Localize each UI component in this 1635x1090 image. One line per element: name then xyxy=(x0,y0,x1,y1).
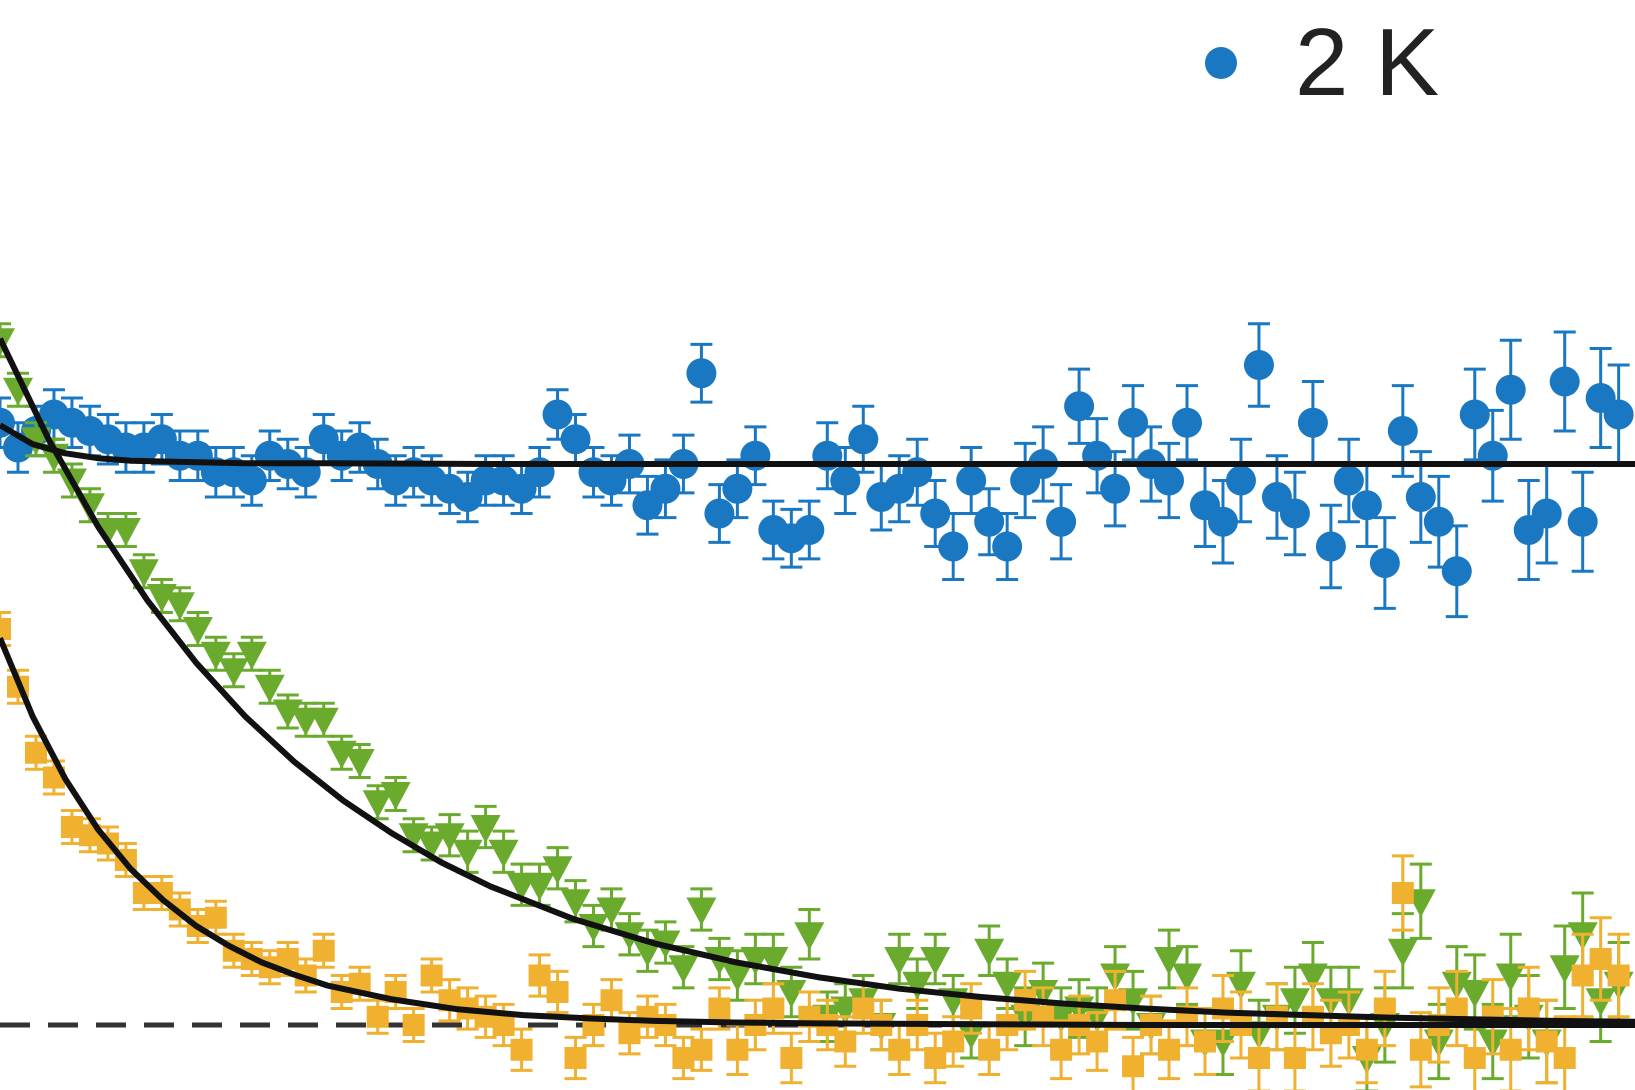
data-point xyxy=(992,512,1023,581)
data-point xyxy=(0,611,11,647)
data-point xyxy=(488,829,519,874)
data-point xyxy=(1513,479,1544,581)
data-point xyxy=(1100,450,1131,528)
data-point xyxy=(672,1035,695,1081)
data-point xyxy=(974,924,1005,977)
data-point xyxy=(344,743,375,779)
data-point xyxy=(1441,524,1472,619)
data-point xyxy=(1046,483,1077,561)
data-point xyxy=(1589,916,1612,1002)
data-point xyxy=(366,998,389,1035)
data-point xyxy=(1495,338,1526,441)
data-point xyxy=(110,512,141,548)
data-point xyxy=(164,586,195,623)
fit-curve-2 xyxy=(0,636,1635,1028)
legend-marker-circle xyxy=(1205,47,1237,79)
data-point xyxy=(686,887,717,932)
data-point xyxy=(1122,1035,1145,1090)
data-point xyxy=(1445,969,1468,1048)
data-point xyxy=(380,776,411,812)
data-point xyxy=(182,611,213,647)
data-point xyxy=(1172,384,1203,462)
data-point xyxy=(924,1031,947,1085)
data-point xyxy=(1064,367,1095,445)
data-point xyxy=(1158,1019,1181,1081)
data-point xyxy=(884,932,915,986)
data-point xyxy=(564,1035,587,1081)
data-point xyxy=(546,969,569,1015)
data-point xyxy=(326,734,357,771)
data-point xyxy=(1279,470,1310,557)
data-point xyxy=(1297,380,1328,466)
data-point xyxy=(452,829,483,874)
data-point xyxy=(312,932,335,969)
data-point xyxy=(420,957,443,994)
data-point xyxy=(200,635,231,672)
data-point xyxy=(1409,1011,1432,1089)
data-point xyxy=(1607,932,1630,1019)
series-orange xyxy=(0,611,1630,1090)
data-point xyxy=(704,483,735,544)
data-point xyxy=(1391,854,1414,932)
data-point xyxy=(1549,330,1580,433)
data-point xyxy=(1423,474,1454,569)
data-point xyxy=(1104,969,1127,1031)
data-point xyxy=(1154,928,1185,990)
data-point xyxy=(542,846,573,891)
data-point xyxy=(1585,347,1616,449)
data-point xyxy=(794,908,825,961)
data-point xyxy=(1225,437,1256,524)
data-point xyxy=(1333,437,1364,524)
fit-curves xyxy=(0,337,1635,1028)
data-point xyxy=(920,932,951,986)
data-point xyxy=(1517,965,1540,1052)
data-point xyxy=(1531,462,1562,565)
data-point xyxy=(1567,470,1598,573)
data-point xyxy=(1535,998,1558,1085)
data-point xyxy=(686,342,717,404)
data-point xyxy=(956,446,987,515)
data-point xyxy=(1050,1019,1073,1081)
data-point xyxy=(1243,322,1274,408)
data-point xyxy=(834,1015,857,1068)
data-point xyxy=(1193,1007,1216,1076)
data-point xyxy=(1549,924,1580,1010)
data-point xyxy=(402,1007,425,1043)
data-point xyxy=(1571,932,1594,1019)
data-point xyxy=(690,1027,713,1072)
data-point xyxy=(1315,503,1346,590)
series-2k xyxy=(0,322,1634,619)
legend: 2 K xyxy=(1205,8,1439,118)
fit-curve-0 xyxy=(0,422,1635,467)
data-point xyxy=(794,499,825,561)
data-point xyxy=(384,974,407,1010)
data-point xyxy=(780,1031,803,1085)
legend-label-2k: 2 K xyxy=(1295,9,1440,116)
data-point xyxy=(218,652,249,689)
data-point xyxy=(1373,969,1396,1048)
data-point xyxy=(1369,516,1400,610)
data-point xyxy=(1603,363,1634,466)
data-point xyxy=(254,668,285,705)
fit-curve-1 xyxy=(0,337,1635,1025)
data-point xyxy=(1118,384,1149,462)
data-point xyxy=(510,1027,533,1072)
data-point xyxy=(1154,441,1185,520)
data-point xyxy=(272,693,303,730)
